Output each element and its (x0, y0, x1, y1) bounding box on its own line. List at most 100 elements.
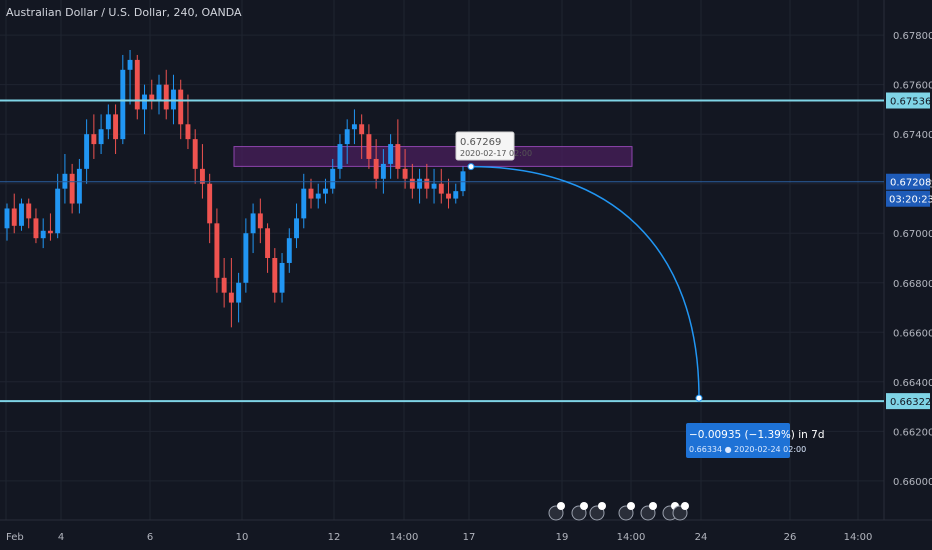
candle-body (207, 183, 213, 224)
candle-body (76, 168, 82, 204)
start-info-box (455, 131, 515, 161)
candle-body (236, 282, 242, 303)
candle-body (250, 213, 256, 234)
end-info-box (686, 423, 790, 458)
candle-body (315, 193, 321, 199)
start-date-label: 2020-02-17 02:00 (460, 149, 532, 158)
candle-body (69, 173, 75, 204)
start-price-label: 0.67269 (460, 137, 501, 148)
candle-body (323, 188, 328, 194)
candle-body (134, 59, 140, 110)
event-count-badge (598, 502, 606, 510)
event-count-badge (580, 502, 588, 510)
candle-body (438, 183, 444, 194)
price-axis[interactable]: 0.678000.676000.674000.672000.670000.668… (886, 31, 932, 488)
candle-body (308, 188, 314, 199)
event-count-badge (681, 502, 689, 510)
candle-body (424, 178, 430, 189)
candle-body (257, 213, 263, 229)
price-tick-label: 0.66600 (893, 328, 932, 339)
candle-body (127, 59, 133, 70)
time-tick-label: 6 (147, 532, 153, 543)
current-price-label: 0.67208 (890, 178, 931, 189)
candle-body (4, 208, 10, 229)
candle-body (214, 223, 220, 278)
level-price-tag (886, 393, 930, 410)
candle-body (149, 94, 155, 100)
candle-body (373, 158, 379, 179)
candle-body (84, 134, 90, 169)
candle-body (366, 134, 372, 159)
grid-lines (0, 0, 932, 521)
candle-body (431, 183, 437, 189)
countdown-label: 03:20:23 (889, 195, 932, 206)
candle-body (228, 292, 234, 303)
candle-body (33, 218, 39, 239)
time-tick-label: 14:00 (390, 532, 419, 543)
price-tick-label: 0.67400 (893, 130, 932, 141)
candle-body (453, 191, 459, 199)
time-tick-label: 14:00 (844, 532, 873, 543)
candle-body (409, 178, 415, 189)
candle-body (351, 124, 357, 130)
projection-end-label: 0.66334 ● 2020-02-24 02:00 (689, 445, 806, 454)
time-tick-label: 4 (58, 532, 64, 543)
price-tick-label: 0.67800 (893, 31, 932, 42)
candle-body (417, 178, 423, 189)
price-tick-label: 0.66000 (893, 477, 932, 488)
projection-start-point (467, 163, 475, 171)
time-tick-label: 17 (463, 532, 476, 543)
time-axis[interactable]: Feb 4 6 10 12 14:00 17 19 14:00 24 26 14:00 (6, 532, 872, 543)
event-count-badge (649, 502, 657, 510)
candle-body (337, 144, 343, 169)
candle-body (221, 277, 227, 293)
time-tick-label: 26 (784, 532, 797, 543)
candle-body (243, 233, 249, 283)
levels-layer (0, 99, 884, 403)
projection-curve (470, 165, 700, 399)
countdown-tag (886, 190, 930, 207)
candle-body (142, 94, 147, 110)
candle-body (395, 144, 401, 169)
candle-body (40, 230, 46, 239)
candle-body (286, 238, 292, 263)
candle-body (359, 124, 365, 135)
candle-body (156, 84, 162, 100)
event-count-badge (627, 502, 635, 510)
candle-body (11, 208, 17, 226)
candle-body (19, 203, 24, 226)
candle-body (301, 188, 307, 219)
projection-end-point (695, 394, 703, 402)
time-tick-label: Feb (6, 532, 24, 543)
candle-body (98, 129, 104, 145)
candle-body (113, 114, 119, 140)
projection-change-label: −0.00935 (−1.39%) in 7d (689, 429, 825, 441)
candle-body (178, 89, 184, 125)
zone-layer (233, 146, 633, 167)
candle-body (402, 168, 408, 179)
candle-body (199, 168, 205, 184)
candle-body (163, 84, 169, 110)
candle-body (279, 262, 285, 293)
candle-body (272, 258, 278, 293)
candle-body (330, 168, 336, 189)
candle-body (55, 188, 61, 234)
level-price-label: 0.67536 (890, 97, 931, 108)
time-tick-label: 24 (695, 532, 708, 543)
candle-body (91, 134, 97, 145)
economic-events (548, 502, 689, 521)
candle-body (344, 129, 350, 145)
candle-body (120, 69, 126, 140)
candle-body (192, 139, 198, 169)
candle-body (265, 228, 271, 258)
candle-body (388, 144, 394, 164)
resistance-zone (233, 146, 633, 167)
current-price-tag (886, 173, 930, 190)
price-tick-label: 0.67600 (893, 81, 932, 92)
time-tick-label: 10 (236, 532, 249, 543)
price-tick-label: 0.66200 (893, 427, 932, 438)
chart-title: Australian Dollar / U.S. Dollar, 240, OA… (6, 6, 242, 19)
